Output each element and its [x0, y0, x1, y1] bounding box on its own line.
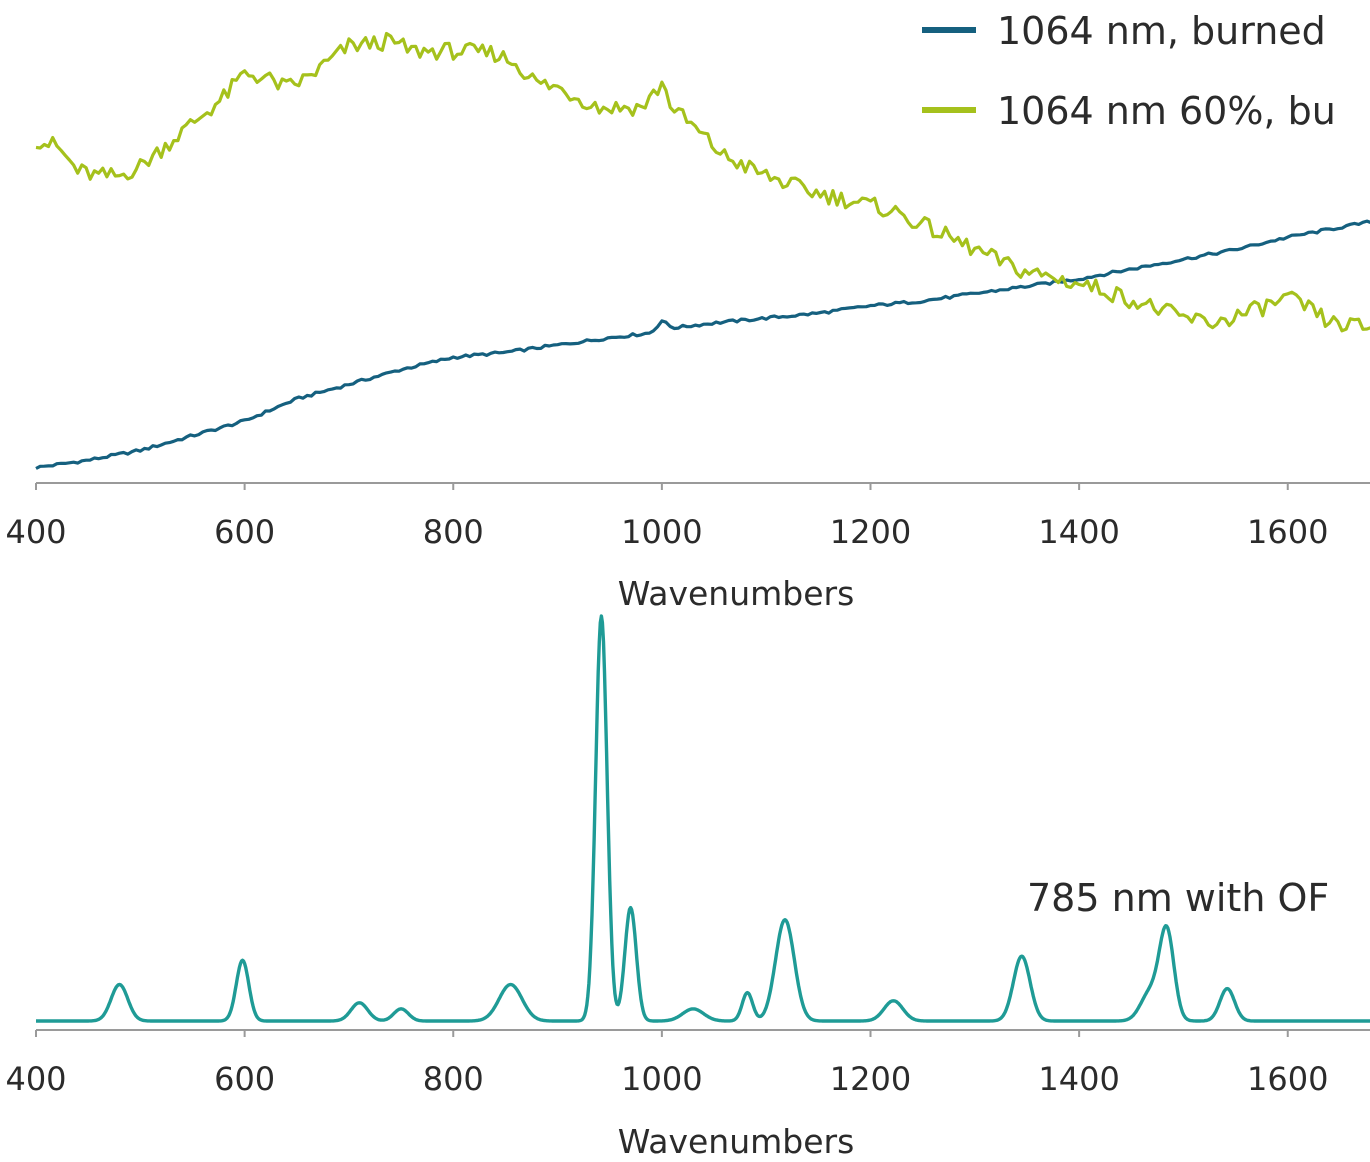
bottom-series-group	[35, 614, 1370, 1023]
x-tick-label: 1200	[830, 1060, 911, 1098]
x-tick-label: 1400	[1038, 1060, 1119, 1098]
series-line-785nm	[35, 614, 1370, 1023]
top-x-ticks: 400600800100012001400160018002	[5, 483, 1328, 551]
x-tick-label: 400	[5, 1060, 66, 1098]
top-series-group	[35, 31, 1370, 470]
series-line-burned-60pct	[35, 31, 1370, 333]
x-tick-label: 800	[423, 1060, 484, 1098]
legend-label: 1064 nm, burned	[997, 9, 1326, 53]
x-tick-label: 1600	[1247, 1060, 1328, 1098]
x-tick-label: 600	[214, 1060, 275, 1098]
x-tick-label: 1400	[1038, 513, 1119, 551]
x-tick-label: 1200	[830, 513, 911, 551]
x-tick-label: 600	[214, 513, 275, 551]
series-line-burned	[35, 219, 1370, 470]
bottom-spectrum-chart: 400600800100012001400160018002 Wavenumbe…	[5, 614, 1370, 1161]
bottom-x-axis-title: Wavenumbers	[618, 1122, 855, 1161]
x-tick-label: 1600	[1247, 513, 1328, 551]
top-legend: 1064 nm, burned 1064 nm 60%, bu	[922, 9, 1336, 133]
x-tick-label: 400	[5, 513, 66, 551]
x-tick-label: 800	[423, 513, 484, 551]
top-x-axis-title: Wavenumbers	[618, 574, 855, 613]
x-tick-label: 1000	[621, 513, 702, 551]
x-tick-label: 1000	[621, 1060, 702, 1098]
bottom-annotation-label: 785 nm with OF	[1027, 876, 1329, 920]
top-spectrum-chart: 400600800100012001400160018002 Wavenumbe…	[5, 9, 1370, 613]
legend-label: 1064 nm 60%, bu	[997, 89, 1336, 133]
bottom-x-ticks: 400600800100012001400160018002	[5, 1030, 1328, 1098]
